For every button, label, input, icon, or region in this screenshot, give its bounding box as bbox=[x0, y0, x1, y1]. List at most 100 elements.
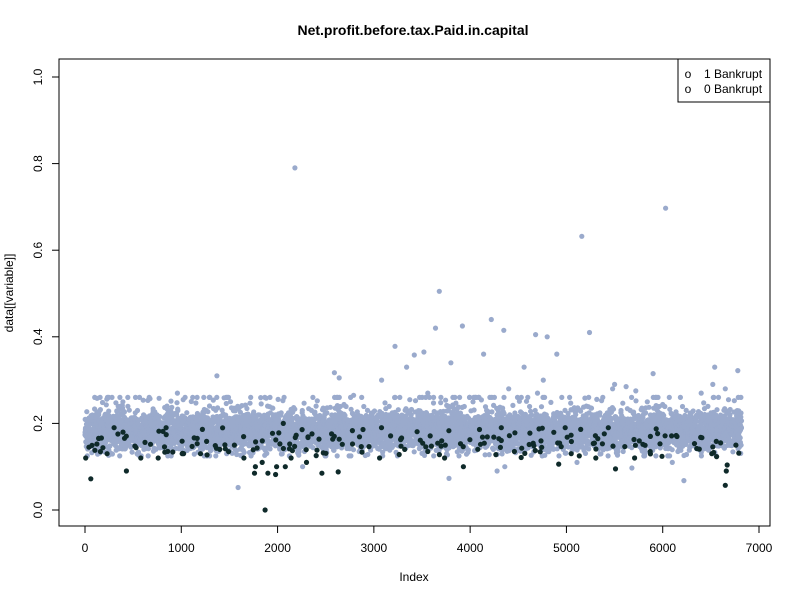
data-point-not-bankrupt bbox=[117, 453, 123, 459]
data-point-not-bankrupt bbox=[407, 397, 413, 403]
data-point-not-bankrupt bbox=[227, 399, 234, 405]
data-point-not-bankrupt bbox=[106, 408, 112, 414]
data-point-not-bankrupt bbox=[188, 398, 194, 405]
data-point-not-bankrupt bbox=[214, 394, 220, 400]
data-point-not-bankrupt bbox=[210, 397, 216, 403]
data-point-not-bankrupt bbox=[548, 399, 554, 405]
data-point-not-bankrupt bbox=[248, 394, 254, 400]
data-point-not-bankrupt bbox=[84, 409, 90, 415]
data-point-not-bankrupt bbox=[97, 394, 103, 400]
data-point-not-bankrupt bbox=[258, 395, 264, 401]
data-point-not-bankrupt bbox=[174, 400, 180, 406]
data-point-not-bankrupt bbox=[99, 399, 106, 406]
data-point-not-bankrupt bbox=[251, 409, 257, 415]
data-point-not-bankrupt bbox=[270, 405, 276, 411]
data-point-not-bankrupt bbox=[382, 400, 388, 406]
data-point-not-bankrupt bbox=[456, 453, 462, 459]
data-point-not-bankrupt bbox=[175, 408, 181, 414]
data-point-not-bankrupt bbox=[125, 403, 131, 409]
data-point-not-bankrupt bbox=[244, 405, 250, 412]
data-point-not-bankrupt bbox=[465, 447, 471, 453]
data-point-not-bankrupt bbox=[314, 398, 320, 404]
data-point-not-bankrupt bbox=[491, 394, 497, 400]
data-point-not-bankrupt bbox=[96, 412, 102, 418]
data-point-not-bankrupt bbox=[361, 403, 367, 410]
data-point-not-bankrupt bbox=[190, 394, 196, 400]
data-point-not-bankrupt bbox=[184, 410, 190, 416]
data-point-not-bankrupt bbox=[97, 407, 103, 413]
data-point-not-bankrupt bbox=[538, 404, 545, 410]
data-point-not-bankrupt bbox=[132, 394, 139, 400]
data-point-not-bankrupt bbox=[169, 404, 175, 410]
data-point-not-bankrupt bbox=[430, 400, 437, 406]
data-point-not-bankrupt bbox=[175, 415, 181, 421]
data-point-not-bankrupt bbox=[292, 406, 298, 412]
data-point-not-bankrupt bbox=[109, 451, 115, 457]
data-point-not-bankrupt bbox=[205, 409, 211, 415]
data-point-not-bankrupt bbox=[510, 402, 516, 408]
data-point-not-bankrupt bbox=[145, 446, 152, 452]
data-point-not-bankrupt bbox=[359, 394, 365, 400]
data-point-not-bankrupt bbox=[392, 394, 398, 400]
data-point-not-bankrupt bbox=[301, 400, 307, 406]
points-layer bbox=[82, 165, 745, 513]
data-point-not-bankrupt bbox=[247, 400, 253, 406]
data-point-not-bankrupt bbox=[443, 397, 449, 403]
data-point-not-bankrupt bbox=[501, 394, 507, 400]
data-point-not-bankrupt bbox=[371, 408, 378, 414]
data-point-not-bankrupt bbox=[109, 394, 115, 400]
data-point-not-bankrupt bbox=[103, 402, 109, 408]
data-point-not-bankrupt bbox=[431, 394, 437, 400]
data-point-not-bankrupt bbox=[153, 446, 159, 452]
data-point-not-bankrupt bbox=[348, 453, 354, 459]
data-point-not-bankrupt bbox=[438, 394, 444, 400]
data-point-not-bankrupt bbox=[395, 407, 401, 413]
data-point-not-bankrupt bbox=[281, 394, 287, 400]
data-point-not-bankrupt bbox=[145, 453, 151, 459]
data-point-not-bankrupt bbox=[397, 394, 403, 400]
data-point-not-bankrupt bbox=[107, 443, 113, 449]
data-point-not-bankrupt bbox=[365, 451, 371, 458]
data-point-not-bankrupt bbox=[117, 394, 123, 400]
data-point-not-bankrupt bbox=[207, 394, 213, 400]
data-point-not-bankrupt bbox=[563, 450, 569, 456]
data-point-not-bankrupt bbox=[147, 396, 153, 402]
data-point-not-bankrupt bbox=[457, 394, 463, 400]
data-point-not-bankrupt bbox=[343, 403, 349, 410]
data-point-not-bankrupt bbox=[267, 446, 273, 452]
data-point-not-bankrupt bbox=[234, 451, 240, 458]
data-point-not-bankrupt bbox=[213, 453, 219, 459]
data-point-not-bankrupt bbox=[559, 394, 565, 400]
data-point-not-bankrupt bbox=[241, 441, 247, 447]
data-point-not-bankrupt bbox=[168, 398, 174, 404]
data-point-not-bankrupt bbox=[134, 407, 141, 414]
data-point-not-bankrupt bbox=[478, 397, 484, 403]
data-point-not-bankrupt bbox=[525, 394, 531, 400]
data-point-not-bankrupt bbox=[125, 394, 131, 400]
data-point-not-bankrupt bbox=[126, 407, 132, 413]
data-point-not-bankrupt bbox=[136, 394, 143, 400]
data-point-not-bankrupt bbox=[431, 453, 437, 459]
data-point-not-bankrupt bbox=[140, 397, 146, 403]
data-point-not-bankrupt bbox=[310, 394, 316, 400]
data-point-not-bankrupt bbox=[299, 407, 305, 414]
data-point-not-bankrupt bbox=[267, 394, 273, 400]
data-point-not-bankrupt bbox=[121, 409, 127, 415]
chart-title: Net.profit.before.tax.Paid.in.capital bbox=[297, 22, 528, 38]
data-point-not-bankrupt bbox=[438, 400, 444, 406]
data-point-not-bankrupt bbox=[486, 452, 492, 458]
data-point-not-bankrupt bbox=[489, 409, 495, 415]
data-point-not-bankrupt bbox=[164, 403, 170, 409]
data-point-not-bankrupt bbox=[556, 453, 562, 459]
data-point-not-bankrupt bbox=[350, 447, 357, 453]
data-point-not-bankrupt bbox=[275, 396, 281, 402]
data-point-not-bankrupt bbox=[411, 449, 417, 455]
data-point-not-bankrupt bbox=[542, 394, 548, 400]
data-point-not-bankrupt bbox=[241, 449, 247, 455]
data-point-not-bankrupt bbox=[215, 405, 221, 411]
data-point-not-bankrupt bbox=[412, 398, 419, 404]
data-point-not-bankrupt bbox=[471, 407, 477, 413]
data-point-not-bankrupt bbox=[336, 394, 342, 400]
data-point-not-bankrupt bbox=[206, 403, 213, 409]
